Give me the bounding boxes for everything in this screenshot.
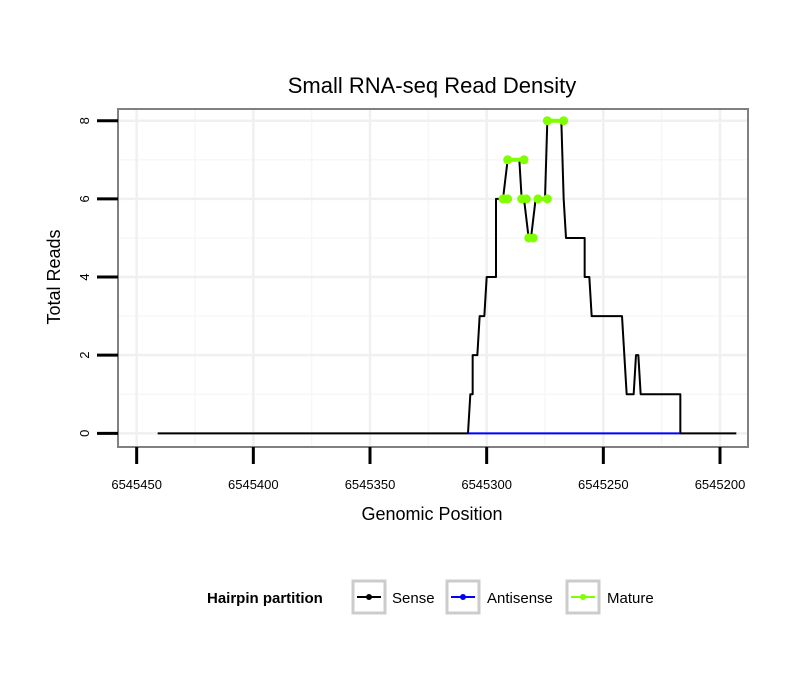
legend-item-antisense: Antisense <box>445 579 553 615</box>
legend-title: Hairpin partition <box>207 590 323 607</box>
series-mature-point <box>503 155 513 165</box>
legend-key-point <box>460 594 466 600</box>
legend-label-sense: Sense <box>392 590 435 607</box>
series-mature-point <box>533 194 543 204</box>
legend-key-point <box>366 594 372 600</box>
legend-label-mature: Mature <box>607 590 654 607</box>
series-mature-point <box>528 233 538 243</box>
series-mature-point <box>521 194 531 204</box>
x-axis-ticks: 6545450 6545400 6545350 6545300 6545250 65452… <box>111 447 745 492</box>
legend-item-mature: Mature <box>565 579 654 615</box>
series-mature-point <box>503 194 513 204</box>
y-tick-label: 4 <box>77 273 92 280</box>
y-tick-label: 8 <box>77 117 92 124</box>
x-axis-label: Genomic Position <box>361 504 502 524</box>
legend-label-antisense: Antisense <box>487 590 553 607</box>
legend-item-sense: Sense <box>351 579 435 615</box>
y-axis-label: Total Reads <box>44 229 64 324</box>
series-mature-point <box>519 155 529 165</box>
legend-key-point <box>580 594 586 600</box>
y-axis-ticks: 0 2 4 6 8 <box>77 117 118 437</box>
x-tick-label: 6545200 <box>695 477 746 492</box>
legend: Hairpin partition Sense Antisense Mature <box>207 579 654 615</box>
series-mature-point <box>542 116 552 126</box>
x-tick-label: 6545450 <box>111 477 162 492</box>
series-mature-point <box>542 194 552 204</box>
x-tick-label: 6545400 <box>228 477 279 492</box>
chart-title: Small RNA-seq Read Density <box>288 73 577 98</box>
y-tick-label: 2 <box>77 352 92 359</box>
x-tick-label: 6545250 <box>578 477 629 492</box>
y-tick-label: 6 <box>77 195 92 202</box>
series-mature-point <box>559 116 569 126</box>
y-tick-label: 0 <box>77 430 92 437</box>
x-tick-label: 6545300 <box>461 477 512 492</box>
series-layer <box>157 116 737 435</box>
x-tick-label: 6545350 <box>345 477 396 492</box>
grid-lines <box>118 109 748 447</box>
